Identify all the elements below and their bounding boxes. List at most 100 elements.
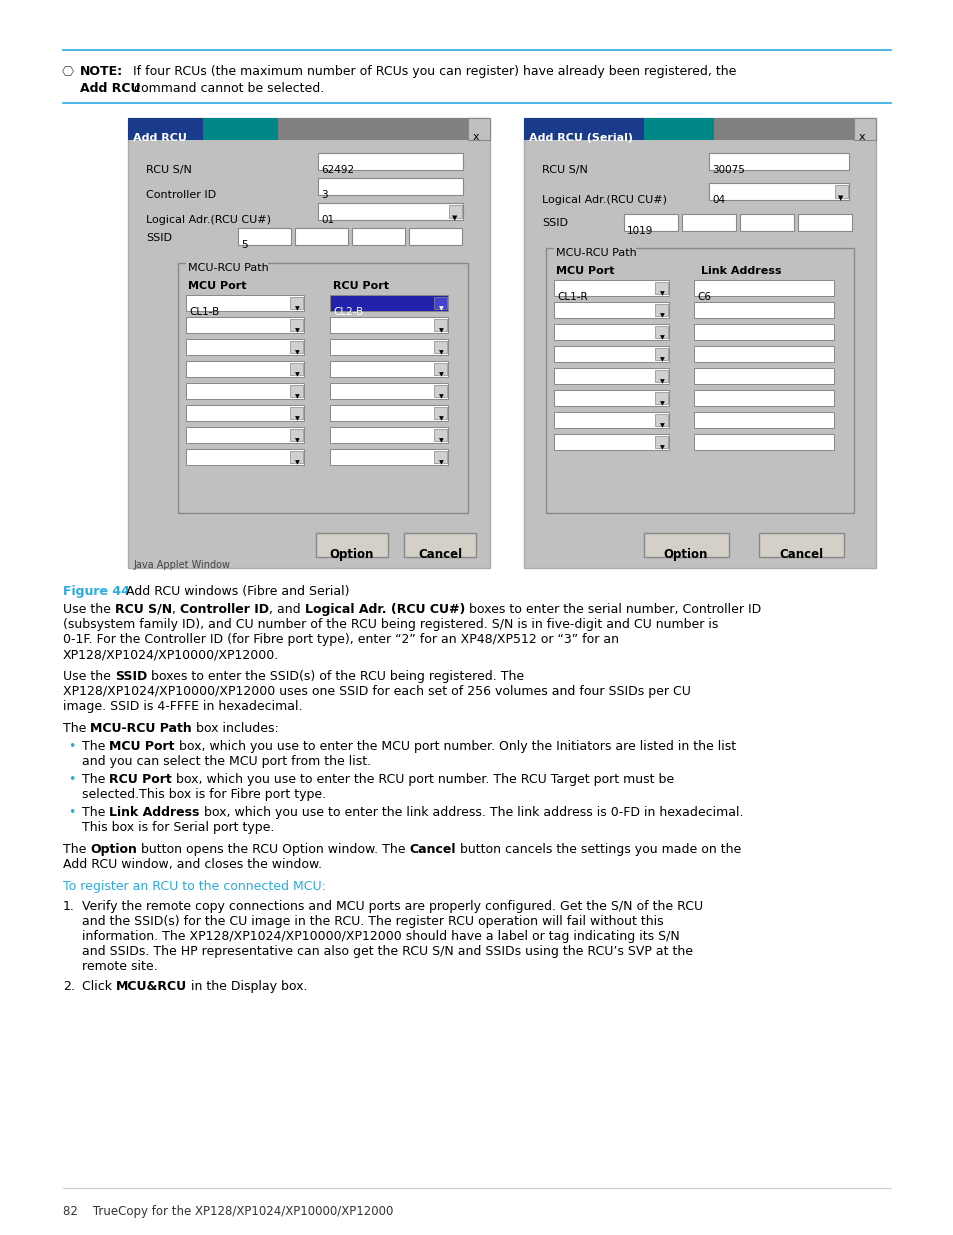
Text: box, which you use to enter the MCU port number. Only the Initiators are listed : box, which you use to enter the MCU port… <box>174 740 735 753</box>
Text: 62492: 62492 <box>320 165 354 175</box>
Text: ▼: ▼ <box>659 424 663 429</box>
Text: This box is for Serial port type.: This box is for Serial port type. <box>82 821 274 834</box>
Text: button cancels the settings you made on the: button cancels the settings you made on … <box>456 844 740 856</box>
Text: Add RCU: Add RCU <box>132 133 187 143</box>
Bar <box>186 295 304 311</box>
Text: ▼: ▼ <box>659 312 663 317</box>
Bar <box>693 280 833 296</box>
Bar <box>317 178 462 195</box>
Text: CL2-B: CL2-B <box>333 308 363 317</box>
Bar <box>330 338 448 354</box>
Text: ⎔: ⎔ <box>62 65 74 79</box>
Bar <box>330 427 448 443</box>
Bar <box>203 119 277 140</box>
Text: Cancel: Cancel <box>410 844 456 856</box>
Text: command cannot be selected.: command cannot be selected. <box>130 82 324 95</box>
Bar <box>186 317 304 333</box>
Bar <box>434 451 447 463</box>
Text: x: x <box>472 132 478 142</box>
Text: ▼: ▼ <box>452 215 457 221</box>
Text: MCU Port: MCU Port <box>556 266 614 275</box>
Bar <box>290 429 303 441</box>
Text: boxes to enter the SSID(s) of the RCU being registered. The: boxes to enter the SSID(s) of the RCU be… <box>147 671 524 683</box>
Bar <box>655 282 667 294</box>
Text: Verify the remote copy connections and MCU ports are properly configured. Get th: Verify the remote copy connections and M… <box>82 900 702 913</box>
Bar <box>128 119 490 568</box>
Bar <box>330 361 448 377</box>
Bar <box>290 363 303 375</box>
Text: Figure 44: Figure 44 <box>63 585 130 598</box>
Text: 2.: 2. <box>63 981 74 993</box>
Bar <box>434 341 447 353</box>
Text: Controller ID: Controller ID <box>180 603 269 616</box>
Bar <box>290 385 303 396</box>
Text: and you can select the MCU port from the list.: and you can select the MCU port from the… <box>82 755 371 768</box>
Bar <box>554 303 668 317</box>
Bar <box>434 429 447 441</box>
Bar <box>554 242 636 254</box>
Text: , and: , and <box>269 603 304 616</box>
Bar <box>655 391 667 404</box>
Bar <box>294 228 348 245</box>
Bar <box>797 214 851 231</box>
Bar <box>449 205 461 219</box>
Bar <box>330 383 448 399</box>
Text: ▼: ▼ <box>294 306 299 311</box>
Bar <box>554 390 668 406</box>
Bar <box>523 119 875 568</box>
Text: Logical Adr.(RCU CU#): Logical Adr.(RCU CU#) <box>146 215 271 225</box>
Text: The: The <box>82 740 110 753</box>
Bar <box>693 303 833 317</box>
Text: ▼: ▼ <box>294 350 299 354</box>
Text: 5: 5 <box>241 240 248 249</box>
Text: Logical Adr.(RCU CU#): Logical Adr.(RCU CU#) <box>541 195 666 205</box>
Bar <box>693 346 833 362</box>
Text: 1.: 1. <box>63 900 74 913</box>
Text: ▼: ▼ <box>438 459 443 466</box>
Text: Cancel: Cancel <box>417 548 461 561</box>
Text: Add RCU: Add RCU <box>80 82 140 95</box>
Text: RCU S/N: RCU S/N <box>146 165 192 175</box>
Bar <box>290 451 303 463</box>
Bar <box>186 427 304 443</box>
Text: (subsystem family ID), and CU number of the RCU being registered. S/N is in five: (subsystem family ID), and CU number of … <box>63 618 718 631</box>
Text: •: • <box>68 806 75 819</box>
Text: MCU Port: MCU Port <box>188 282 246 291</box>
Text: box includes:: box includes: <box>192 722 278 735</box>
Text: 82    TrueCopy for the XP128/XP1024/XP10000/XP12000: 82 TrueCopy for the XP128/XP1024/XP10000… <box>63 1205 393 1218</box>
Text: RCU S/N: RCU S/N <box>541 165 587 175</box>
Bar <box>554 368 668 384</box>
Bar <box>352 228 405 245</box>
Bar <box>554 280 668 296</box>
Text: 04: 04 <box>711 195 724 205</box>
Bar <box>186 450 304 466</box>
Text: To register an RCU to the connected MCU:: To register an RCU to the connected MCU: <box>63 881 326 893</box>
Text: and SSIDs. The HP representative can also get the RCU S/N and SSIDs using the RC: and SSIDs. The HP representative can als… <box>82 945 692 958</box>
Text: CL1-B: CL1-B <box>189 308 219 317</box>
Text: 30075: 30075 <box>711 165 744 175</box>
Text: CL1-R: CL1-R <box>557 291 587 303</box>
Text: MCU&RCU: MCU&RCU <box>116 981 187 993</box>
Text: Link Address: Link Address <box>110 806 199 819</box>
Text: Click: Click <box>82 981 116 993</box>
Text: MCU-RCU Path: MCU-RCU Path <box>556 248 636 258</box>
Text: ▼: ▼ <box>294 329 299 333</box>
Text: selected.This box is for Fibre port type.: selected.This box is for Fibre port type… <box>82 788 326 802</box>
Text: image. SSID is 4-FFFE in hexadecimal.: image. SSID is 4-FFFE in hexadecimal. <box>63 700 302 713</box>
Text: RCU Port: RCU Port <box>333 282 389 291</box>
Bar <box>186 338 304 354</box>
Text: RCU S/N: RCU S/N <box>114 603 172 616</box>
Bar <box>655 326 667 338</box>
Text: ▼: ▼ <box>294 438 299 443</box>
Bar <box>853 119 875 140</box>
Bar <box>237 228 291 245</box>
Bar <box>277 119 468 140</box>
Bar <box>290 408 303 419</box>
Bar <box>330 405 448 421</box>
Bar <box>290 341 303 353</box>
Text: ▼: ▼ <box>838 195 842 201</box>
Text: Cancel: Cancel <box>778 548 822 561</box>
Bar <box>693 412 833 429</box>
Bar <box>713 119 853 140</box>
Text: 01: 01 <box>320 215 334 225</box>
